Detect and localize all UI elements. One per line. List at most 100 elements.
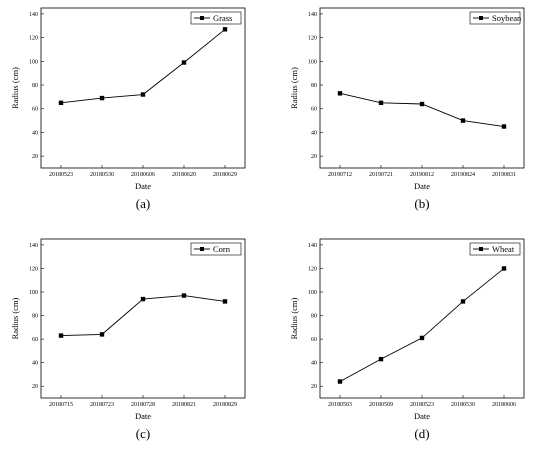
x-tick-label: 20180523 [49, 172, 73, 178]
x-tick-label: 20180629 [213, 172, 237, 178]
series-line-grass [60, 28, 226, 104]
x-tick-label: 20180829 [213, 402, 237, 408]
x-tick-label: 20180606 [131, 172, 155, 178]
y-tick-label: 20 [32, 154, 38, 160]
x-tick-label: 20190824 [451, 172, 475, 178]
series-line-soybean [339, 92, 505, 127]
data-point [419, 335, 425, 341]
data-point [460, 118, 466, 123]
data-point [378, 100, 384, 106]
y-tick-label: 100 [308, 59, 317, 65]
data-point [337, 379, 343, 384]
y-tick-label: 40 [32, 361, 38, 367]
x-tick-label: 20180509 [369, 402, 393, 408]
y-tick-label: 80 [32, 314, 38, 320]
chart-panel-d: 20 40 60 80 100 120 140 20180503 20180509 2018052… [289, 238, 525, 441]
y-tick-label: 120 [308, 266, 317, 272]
y-tick-label: 100 [308, 290, 317, 296]
plot-frame [319, 7, 525, 169]
legend-box [469, 11, 521, 25]
y-tick-label: 20 [311, 384, 317, 390]
y-tick-label: 140 [308, 243, 317, 249]
series-line-wheat [339, 268, 505, 382]
data-point [222, 27, 228, 32]
x-axis-title: Date [414, 181, 430, 191]
data-point [140, 92, 146, 97]
x-axis-title: Date [414, 411, 430, 421]
x-axis-title: Date [135, 181, 151, 191]
x-tick-label: 20190812 [410, 172, 434, 178]
y-tick-label: 120 [308, 36, 317, 42]
y-tick-label: 40 [311, 130, 317, 136]
data-point [58, 333, 64, 338]
y-tick-label: 60 [311, 337, 317, 343]
y-axis-title: Radius (cm) [289, 67, 299, 109]
data-point [222, 299, 228, 304]
panel-label-c: (c) [136, 426, 150, 441]
y-tick-label: 20 [32, 384, 38, 390]
legend-marker [479, 16, 483, 20]
y-tick-label: 140 [29, 243, 38, 249]
chart-panel-a: 20 40 60 80 100 120 140 20180523 20180530 2018060… [10, 7, 246, 211]
panel-label-d: (d) [414, 426, 429, 441]
legend-marker [200, 16, 204, 20]
y-tick-label: 100 [29, 290, 38, 296]
y-tick-label: 60 [32, 337, 38, 343]
plot-frame [40, 238, 246, 399]
x-tick-label: 20180620 [172, 172, 196, 178]
y-tick-label: 100 [29, 59, 38, 65]
x-tick-label: 20190831 [492, 172, 516, 178]
data-point [140, 296, 146, 302]
data-point [181, 60, 187, 65]
x-axis-title: Date [135, 411, 151, 421]
legend-label: Soybean [492, 13, 522, 23]
plot-frame [40, 7, 246, 169]
x-tick-label: 20180530 [451, 402, 475, 408]
series-line-corn [60, 295, 226, 337]
data-point [181, 293, 187, 298]
chart-panel-b: 20 40 60 80 100 120 140 20190712 20190721 2019081… [289, 7, 525, 211]
y-tick-label: 60 [32, 107, 38, 113]
y-axis-title: Radius (cm) [10, 67, 20, 109]
y-tick-label: 40 [32, 130, 38, 136]
x-tick-label: 20180523 [410, 402, 434, 408]
x-tick-label: 20180821 [172, 402, 196, 408]
data-point [99, 95, 105, 101]
x-tick-label: 20180606 [492, 402, 516, 408]
data-point [378, 356, 384, 362]
data-point [99, 332, 105, 337]
data-point [58, 100, 64, 106]
plot-frame [319, 238, 525, 399]
y-tick-label: 140 [308, 12, 317, 18]
y-tick-label: 60 [311, 107, 317, 113]
x-tick-label: 20180530 [90, 172, 114, 178]
legend-marker [200, 247, 204, 251]
y-tick-label: 80 [311, 83, 317, 89]
legend-box [190, 11, 242, 25]
y-tick-label: 120 [29, 266, 38, 272]
data-point [501, 266, 507, 271]
x-tick-label: 20180723 [90, 402, 114, 408]
legend-label: Grass [213, 13, 232, 23]
y-tick-label: 40 [311, 361, 317, 367]
data-point [419, 101, 425, 107]
legend-marker [479, 247, 483, 251]
x-tick-label: 20180728 [131, 402, 155, 408]
y-tick-label: 120 [29, 36, 38, 42]
y-tick-label: 20 [311, 154, 317, 160]
data-point [337, 91, 343, 96]
y-tick-label: 80 [32, 83, 38, 89]
x-tick-label: 20190712 [328, 172, 352, 178]
panel-label-a: (a) [136, 196, 150, 211]
y-axis-title: Radius (cm) [289, 297, 299, 339]
y-axis-title: Radius (cm) [10, 297, 20, 339]
y-tick-label: 140 [29, 12, 38, 18]
data-point [460, 299, 466, 304]
chart-panel-c: 20 40 60 80 100 120 140 20180715 20180723 2018072… [10, 238, 246, 441]
data-point [501, 124, 507, 129]
y-tick-label: 80 [311, 314, 317, 320]
legend-label: Wheat [492, 244, 515, 254]
legend-box [190, 242, 242, 256]
x-tick-label: 20180503 [328, 402, 352, 408]
